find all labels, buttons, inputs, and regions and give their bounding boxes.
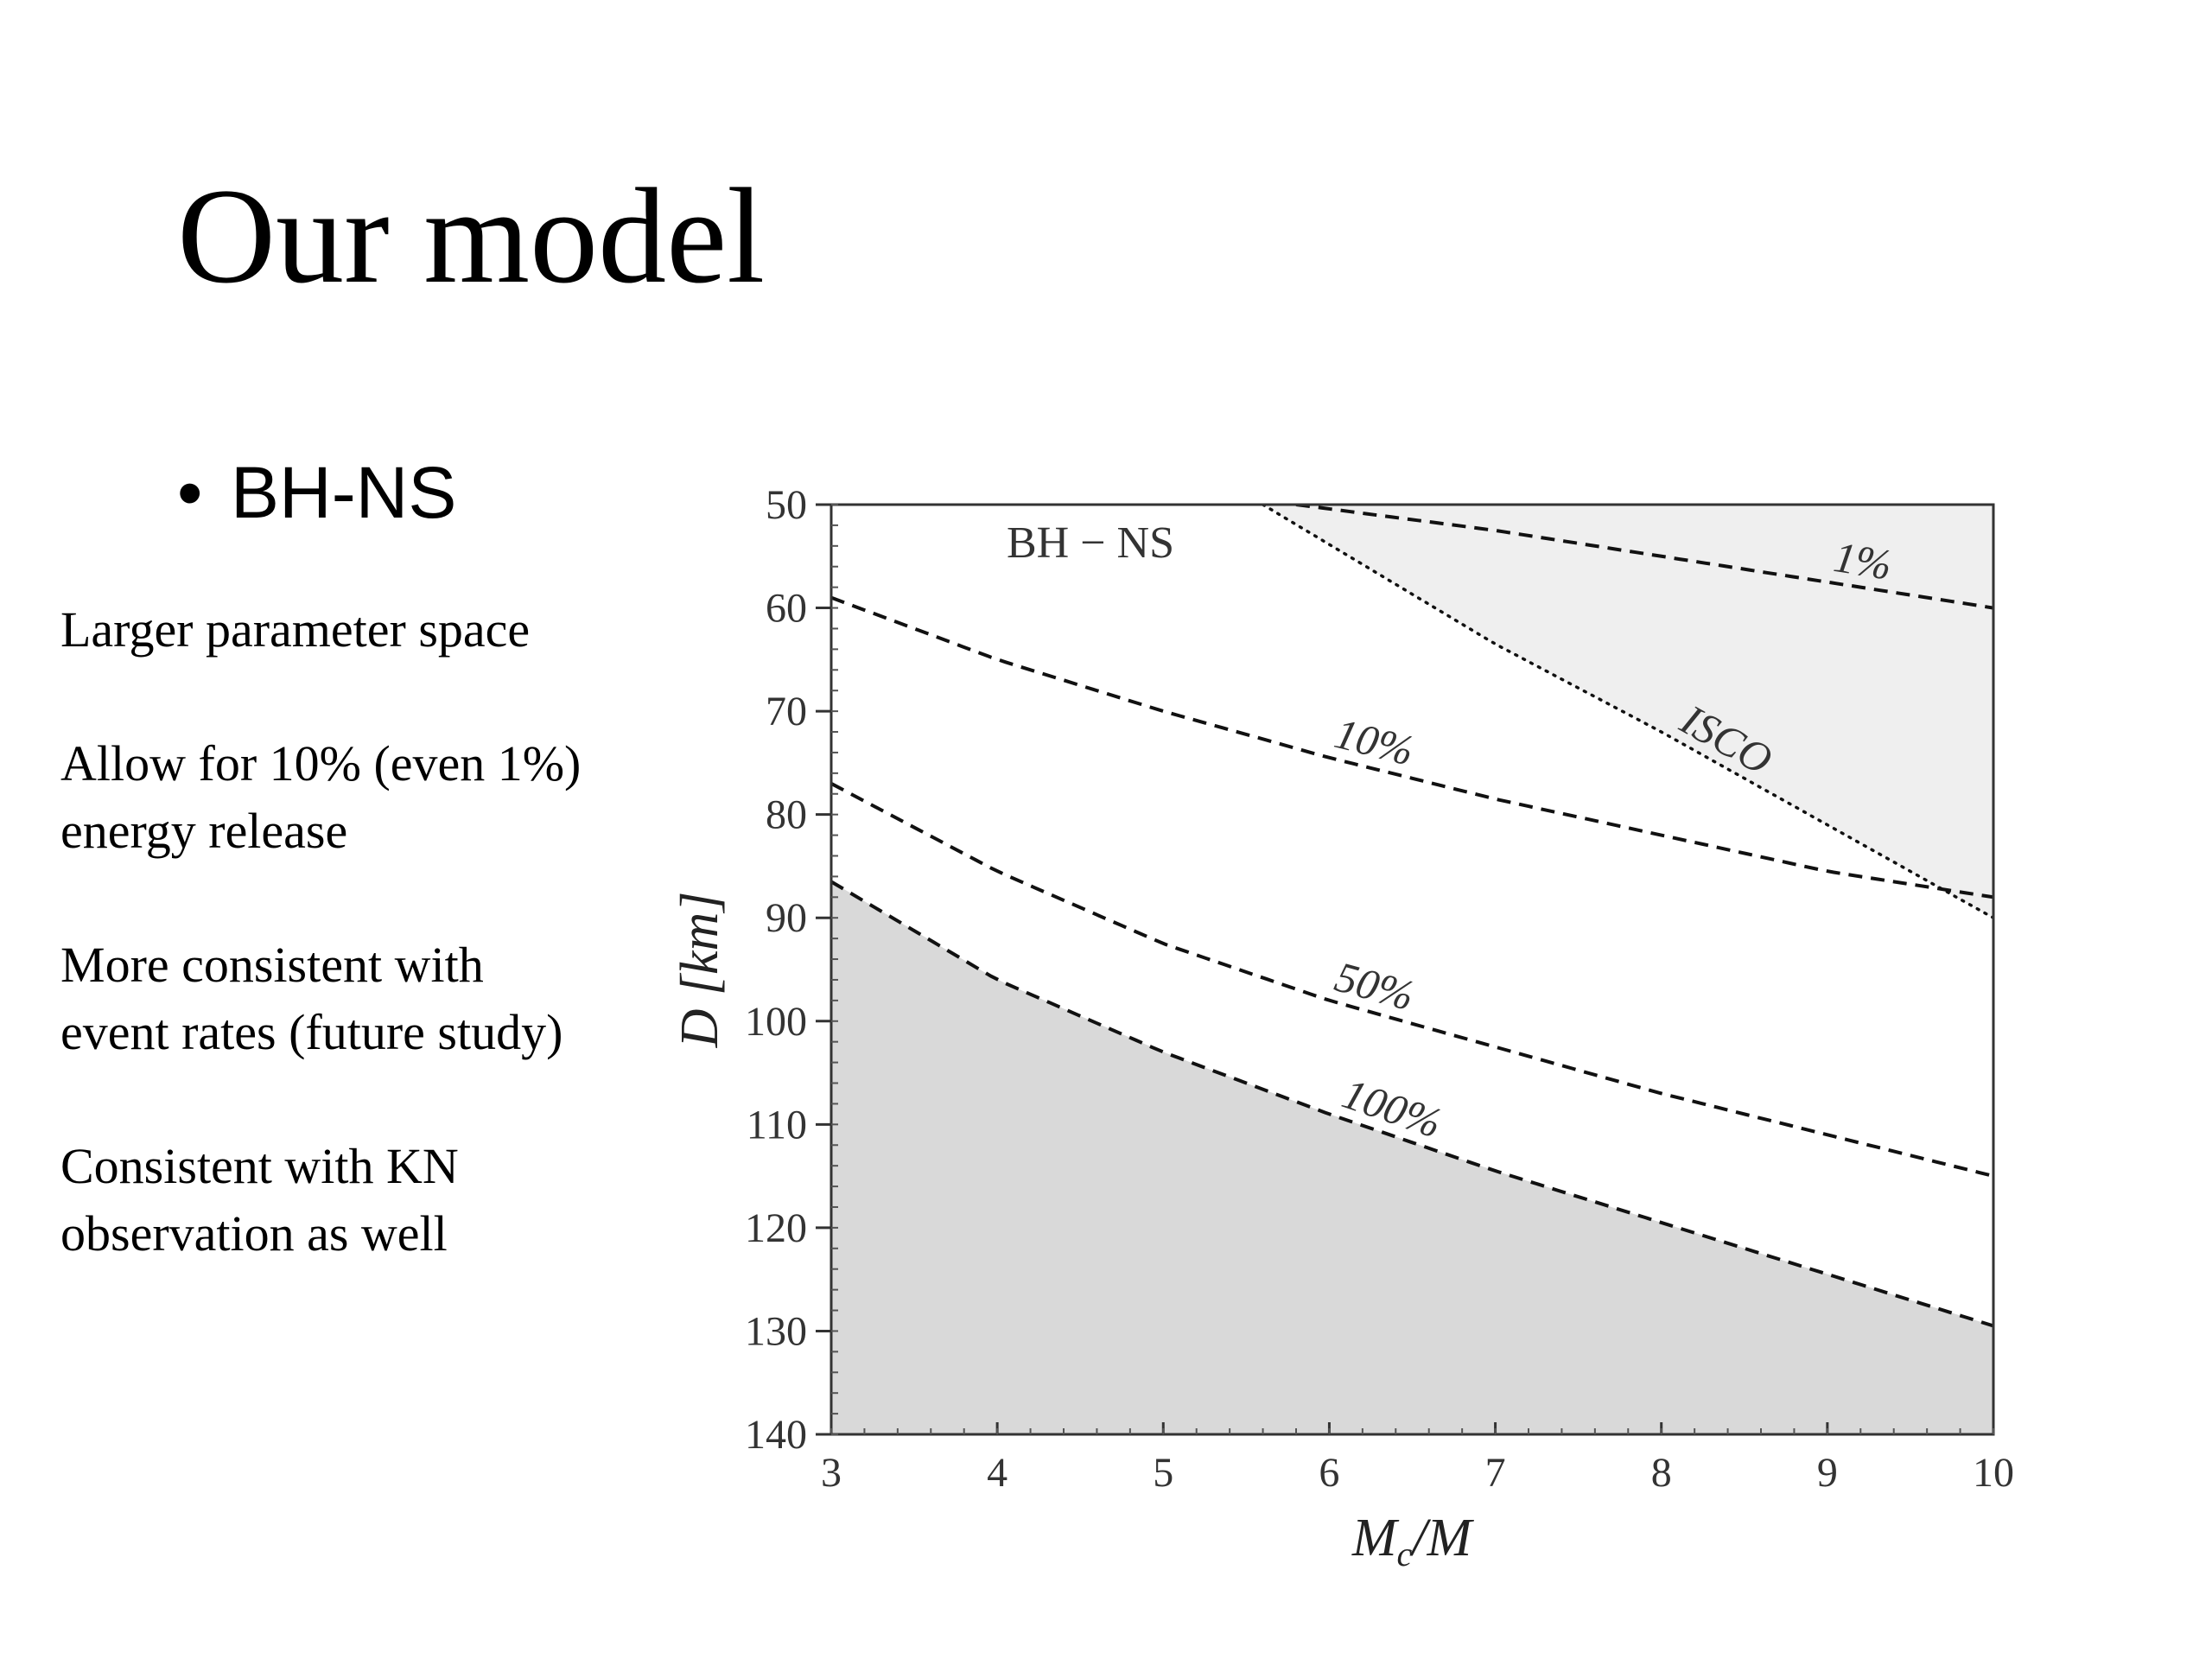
note-line: Larger parameter space xyxy=(60,601,531,658)
region-label: BH − NS xyxy=(1007,518,1174,568)
y-tick-label: 110 xyxy=(747,1102,807,1147)
x-tick-label: 3 xyxy=(821,1450,842,1496)
slide-title: Our model xyxy=(177,161,766,312)
x-tick-label: 5 xyxy=(1153,1450,1173,1496)
y-tick-label: 60 xyxy=(766,586,807,632)
curve-50-percent xyxy=(831,782,1993,1179)
y-tick-label: 70 xyxy=(766,689,807,734)
notes-list: Larger parameter space Allow for 10% (ev… xyxy=(60,596,665,1334)
note-line: Consistent with KN xyxy=(60,1138,459,1194)
y-tick-label: 140 xyxy=(745,1412,807,1458)
x-tick-label: 10 xyxy=(1973,1450,2014,1496)
curve-isco xyxy=(1261,505,1993,919)
x-tick-label: 6 xyxy=(1319,1450,1339,1496)
note-event-rates: More consistent with event rates (future… xyxy=(60,931,665,1066)
x-tick-label: 9 xyxy=(1817,1450,1838,1496)
note-line: More consistent with xyxy=(60,937,484,993)
curve-10-percent xyxy=(831,595,1993,899)
y-axis-label: D [km] xyxy=(671,892,729,1049)
note-energy-release: Allow for 10% (even 1%) energy release xyxy=(60,730,665,865)
note-line: energy release xyxy=(60,803,348,859)
note-line: event rates (future study) xyxy=(60,1004,563,1060)
y-tick-label: 80 xyxy=(766,792,807,838)
curve-100-percent xyxy=(831,880,1993,1328)
note-line: Allow for 10% (even 1%) xyxy=(60,735,582,791)
bullet-item: • BH-NS xyxy=(177,456,456,529)
curve-1-percent xyxy=(1295,505,1993,610)
region-below-100 xyxy=(831,881,1993,1434)
plot-frame xyxy=(830,503,1995,1436)
curve-label-10-percent: 10% xyxy=(1330,709,1418,775)
x-tick-label: 4 xyxy=(987,1450,1007,1496)
x-axis-label: Mc/M xyxy=(1351,1509,1475,1573)
curve-label-1-percent: 1% xyxy=(1831,532,1895,589)
bullet-symbol: • xyxy=(177,452,203,533)
y-tick-label: 120 xyxy=(745,1205,807,1251)
note-parameter-space: Larger parameter space xyxy=(60,596,665,664)
y-tick-label: 50 xyxy=(766,482,807,528)
y-tick-label: 130 xyxy=(745,1308,807,1354)
x-tick-label: 8 xyxy=(1651,1450,1672,1496)
x-tick-label: 7 xyxy=(1485,1450,1506,1496)
bullet-text: BH-NS xyxy=(231,452,457,533)
curve-label-50-percent: 50% xyxy=(1330,952,1419,1020)
note-kn-observation: Consistent with KN observation as well xyxy=(60,1133,665,1268)
y-tick-label: 90 xyxy=(766,895,807,941)
y-tick-label: 100 xyxy=(745,999,807,1045)
note-line: observation as well xyxy=(60,1205,448,1262)
